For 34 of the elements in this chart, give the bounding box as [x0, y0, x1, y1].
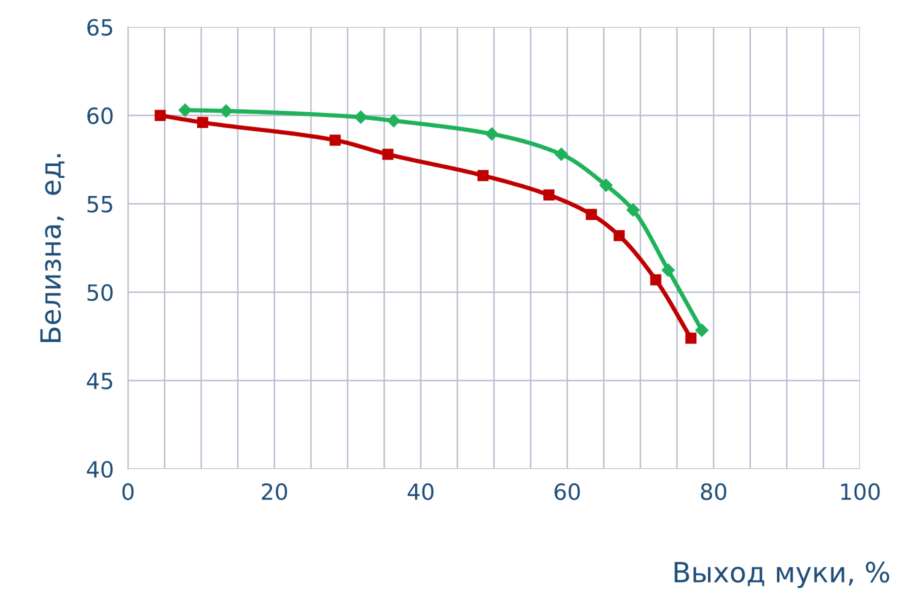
point: [485, 127, 498, 141]
point: [387, 114, 400, 128]
point: [477, 170, 489, 182]
x-tick-label: 80: [700, 483, 726, 500]
y-tick-label: 45: [86, 372, 112, 390]
y-tick-label: 60: [87, 107, 113, 124]
point: [330, 134, 341, 146]
x-tick-label: 40: [408, 483, 434, 500]
y-tick-label: 55: [88, 196, 112, 213]
y-tick-label: 50: [88, 284, 113, 301]
x-tick-label: 60: [554, 483, 580, 500]
x-tick-label: 20: [262, 483, 288, 500]
point: [626, 203, 640, 217]
point: [220, 104, 233, 118]
point: [650, 274, 662, 286]
point: [586, 208, 597, 220]
point: [599, 178, 613, 192]
point: [197, 116, 208, 128]
y-tick-label: 65: [87, 18, 112, 36]
point: [695, 324, 708, 337]
point: [662, 264, 675, 277]
x-tick-label: 0: [122, 483, 134, 500]
point: [614, 230, 625, 242]
point: [554, 148, 568, 161]
point: [178, 104, 192, 117]
point: [154, 110, 166, 121]
y-axis-title: Белизна, ед.: [40, 154, 64, 342]
point: [382, 148, 394, 160]
point: [685, 332, 696, 344]
x-axis-title: Выход муки, %: [674, 562, 890, 588]
point: [354, 110, 368, 124]
x-tick-label: 100: [841, 483, 880, 500]
point: [543, 189, 554, 201]
y-tick-label: 40: [86, 460, 113, 478]
